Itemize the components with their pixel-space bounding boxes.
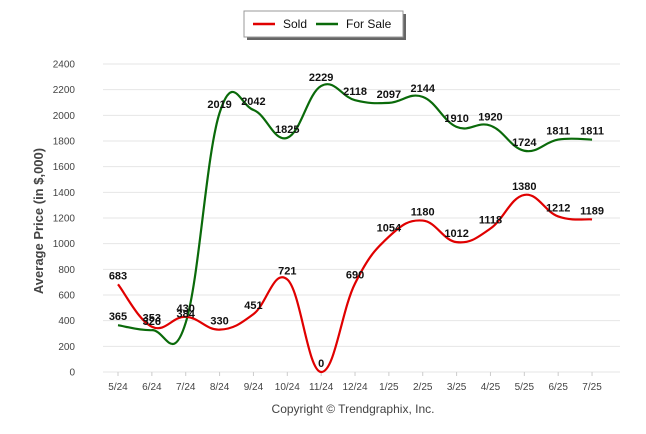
data-label-sold: 690: [346, 269, 364, 281]
data-labels: 683 353 430 330 451 721 0 690 1054 1180 1012 1118 13…: [109, 72, 604, 370]
x-tick-label: 9/24: [244, 382, 264, 393]
x-tick-label: 10/24: [275, 382, 300, 393]
x-tick-label: 7/24: [176, 382, 196, 393]
y-axis-label: Average Price (in $,000): [31, 148, 46, 294]
legend-label-sold: Sold: [283, 17, 307, 31]
y-tick-label: 2000: [53, 111, 76, 122]
x-tick-label: 1/25: [379, 382, 399, 393]
y-tick-label: 1600: [53, 162, 76, 173]
x-tick-label: 5/24: [108, 382, 128, 393]
y-tick-label: 1800: [53, 137, 76, 148]
data-label-sold: 1118: [479, 215, 502, 227]
y-tick-label: 200: [58, 342, 75, 353]
data-label-sold: 330: [210, 316, 228, 328]
data-label-sold: 683: [109, 270, 127, 282]
data-label-sold: 430: [177, 303, 195, 315]
data-label-for-sale: 326: [143, 316, 161, 328]
y-axis: 0 200 400 600 800 1000 1200 1400 1600 1800 2000 220…: [53, 60, 76, 379]
y-tick-label: 1200: [53, 214, 76, 225]
y-tick-label: 600: [58, 291, 75, 302]
data-label-for-sale: 2229: [309, 72, 333, 84]
data-label-sold: 1212: [546, 202, 570, 214]
y-tick-label: 400: [58, 316, 75, 327]
gridlines: [103, 63, 620, 373]
data-label-for-sale: 1825: [275, 124, 299, 136]
x-tick-label: 7/25: [582, 382, 602, 393]
data-label-for-sale: 1811: [580, 126, 604, 138]
y-tick-label: 800: [58, 265, 75, 276]
x-tick-label: 12/24: [343, 382, 368, 393]
data-label-sold: 1012: [444, 228, 468, 240]
copyright-footer: Copyright © Trendgraphix, Inc.: [272, 402, 435, 416]
data-label-for-sale: 384: [177, 309, 196, 321]
data-label-sold: 1180: [411, 207, 435, 219]
data-label-sold: 0: [318, 358, 324, 370]
data-label-for-sale: 2019: [207, 99, 231, 111]
legend: Sold For Sale: [243, 10, 406, 40]
y-tick-label: 1000: [53, 239, 76, 250]
data-label-for-sale: 2097: [377, 89, 401, 101]
x-axis: 5/24 6/24 7/24 8/24 9/24 10/24 11/24 12/24 1/25 2…: [108, 372, 602, 393]
data-label-sold: 1189: [580, 205, 604, 217]
x-tick-label: 6/24: [142, 382, 162, 393]
y-tick-label: 0: [69, 368, 75, 379]
legend-label-for-sale: For Sale: [346, 17, 392, 31]
data-label-sold: 1054: [377, 223, 402, 235]
data-label-for-sale: 1811: [546, 126, 570, 138]
data-label-for-sale: 2144: [410, 83, 435, 95]
data-label-sold: 451: [244, 300, 262, 312]
data-label-for-sale: 365: [109, 311, 127, 323]
x-tick-label: 8/24: [210, 382, 230, 393]
data-label-for-sale: 1724: [512, 137, 537, 149]
series-line-sold: [117, 193, 593, 374]
data-label-for-sale: 2042: [241, 96, 265, 108]
x-tick-label: 4/25: [481, 382, 501, 393]
x-tick-label: 2/25: [413, 382, 433, 393]
data-label-for-sale: 2118: [343, 86, 367, 98]
y-tick-label: 2200: [53, 85, 76, 96]
x-tick-label: 5/25: [515, 382, 535, 393]
series-lines: [117, 83, 593, 374]
data-label-sold: 353: [143, 313, 161, 325]
data-label-sold: 721: [278, 265, 296, 277]
x-tick-label: 3/25: [447, 382, 467, 393]
x-tick-label: 6/25: [548, 382, 568, 393]
data-label-for-sale: 1920: [478, 112, 502, 124]
series-line-for-sale: [117, 83, 593, 346]
y-tick-label: 2400: [53, 60, 76, 71]
x-tick-label: 11/24: [309, 382, 334, 393]
y-tick-label: 1400: [53, 188, 76, 199]
data-label-sold: 1380: [512, 181, 536, 193]
data-label-for-sale: 1910: [444, 113, 468, 125]
